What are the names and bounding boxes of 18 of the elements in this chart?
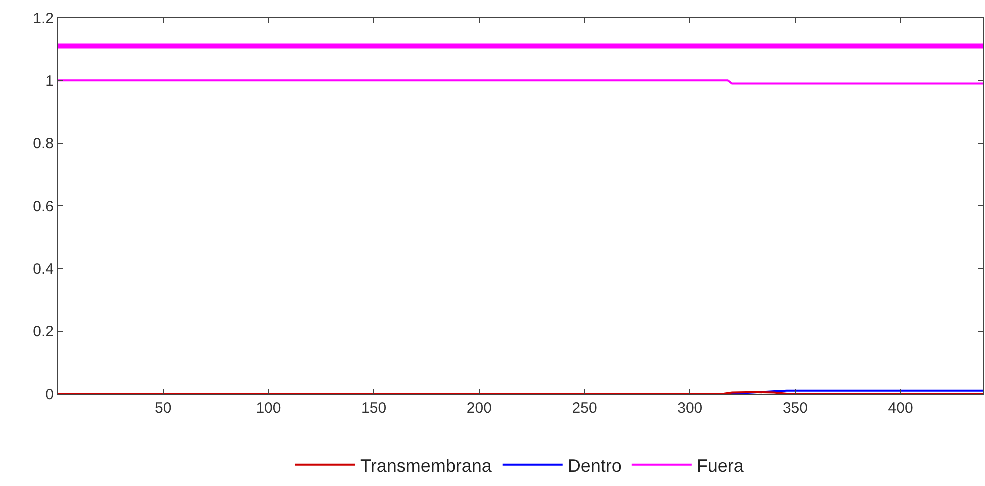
x-tick-label: 300 [678, 400, 703, 417]
y-tick-label: 0.6 [33, 198, 54, 216]
x-tick-label: 50 [155, 400, 172, 417]
y-tick-label: 0.2 [33, 324, 54, 341]
x-tick-label: 150 [362, 400, 387, 417]
x-tick-label: 250 [572, 400, 598, 417]
legend-label: Transmembrana [360, 456, 493, 476]
x-tick-label: 350 [782, 400, 808, 417]
legend-label: Dentro [568, 456, 622, 476]
y-tick-label: 0.4 [33, 260, 54, 278]
y-tick-label: 0.8 [33, 136, 54, 153]
x-tick-label: 400 [888, 400, 914, 417]
y-tick-label: 0 [46, 386, 54, 404]
legend-label: Fuera [696, 456, 745, 476]
x-tick-label: 200 [466, 400, 492, 417]
y-tick-label: 1.2 [33, 10, 54, 28]
x-tick-label: 100 [256, 400, 282, 417]
y-tick-label: 1 [46, 72, 54, 90]
